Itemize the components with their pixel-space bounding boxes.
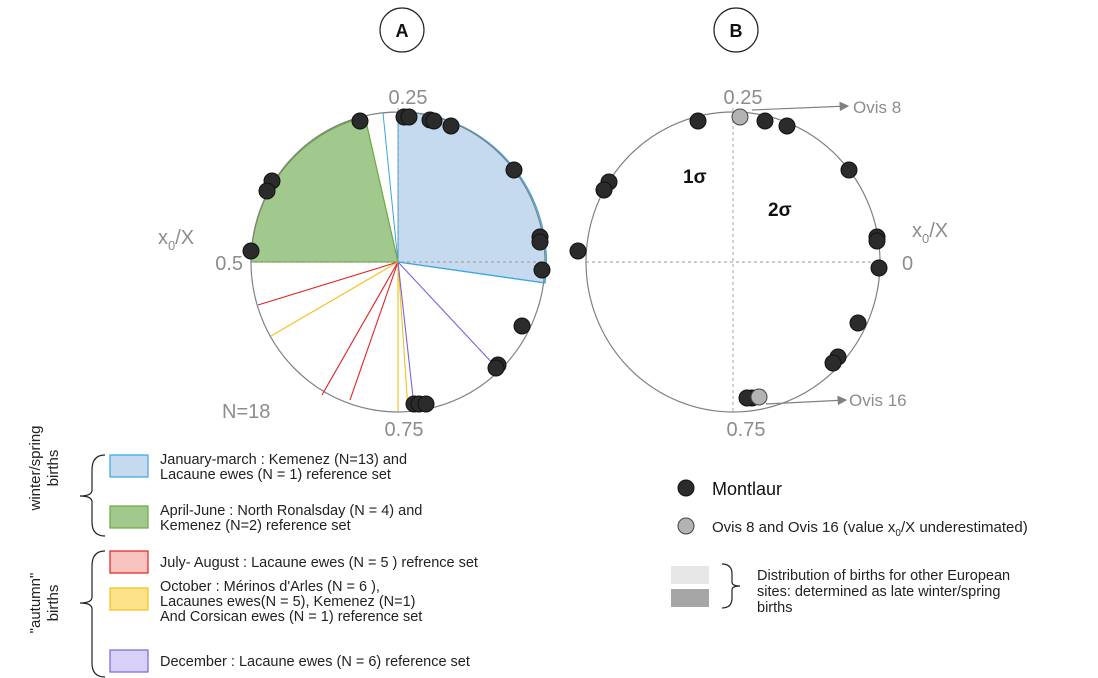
panel-a-axis-label: x0/X <box>158 227 194 253</box>
montlaur-point-a-9 <box>533 261 551 279</box>
legend-swatch-1 <box>109 505 149 529</box>
panel-b-label-0: 0 <box>902 253 913 275</box>
ovis-16-callout: Ovis 16 <box>849 391 907 410</box>
panel-b-label-circle <box>713 7 759 53</box>
montlaur-point-a-4 <box>425 112 443 130</box>
panel-a-points <box>242 108 551 413</box>
montlaur-point-a-5 <box>442 117 460 135</box>
ray-december-1 <box>397 261 496 367</box>
panel-a-label-circle <box>379 7 425 53</box>
sector-january-march <box>397 111 548 284</box>
montlaur-point-b-3 <box>840 161 858 179</box>
legend-text-1-0: April-June : North Ronalsday (N = 4) and <box>160 503 422 519</box>
legend-swatch-2 <box>109 550 149 574</box>
montlaur-point-a-8 <box>531 233 549 251</box>
ovis-marker <box>677 517 695 535</box>
sigma-1-label: 1σ <box>683 167 707 188</box>
ray-october-1 <box>270 261 399 337</box>
distribution-brace <box>721 563 741 609</box>
panel-a-label: A <box>396 21 409 41</box>
sigma-2-label: 2σ <box>768 200 792 221</box>
montlaur-point-b-7 <box>849 314 867 332</box>
panel-a-label-05: 0.5 <box>215 253 243 275</box>
legend-swatch-4 <box>109 649 149 673</box>
legend-text-3-2: And Corsican ewes (N = 1) reference set <box>160 609 422 625</box>
legend-swatch-3 <box>109 587 149 611</box>
panel-b: B 0.25 0 x0/X 0.75 1σ 2σ Ovis 8 Ovis 16 <box>569 7 948 441</box>
legend-left: winter/spring births "autumn" births Jan… <box>27 425 478 678</box>
ovis-point-b-1 <box>750 388 768 406</box>
montlaur-point-a-2 <box>400 108 418 126</box>
montlaur-point-a-0 <box>351 112 369 130</box>
legend-text-2-0: July- August : Lacaune ewes (N = 5 ) ref… <box>160 555 478 571</box>
legend-text-0-0: January-march : Kemenez (N=13) and <box>160 452 407 468</box>
panel-a: A 0.25 0.5 x0/X 0.75 N=18 <box>158 7 551 441</box>
ray-october-3 <box>397 261 409 411</box>
legend-text-3-1: Lacaunes ewes(N = 5), Kemenez (N=1) <box>160 594 416 610</box>
montlaur-point-a-12 <box>487 359 505 377</box>
montlaur-point-b-13 <box>595 181 613 199</box>
legend-text-3-0: October : Mérinos d'Arles (N = 6 ), <box>160 579 380 595</box>
distribution-line-2: sites: determined as late winter/spring <box>757 584 1000 600</box>
montlaur-point-b-14 <box>569 242 587 260</box>
montlaur-point-b-5 <box>868 232 886 250</box>
ovis-point-b-0 <box>731 108 749 126</box>
distribution-line-3: births <box>757 600 792 616</box>
ray-july-august-3 <box>349 261 399 401</box>
winter-spring-label-line1: winter/spring <box>27 425 44 511</box>
legend-swatch-0 <box>109 454 149 478</box>
montlaur-point-a-15 <box>417 395 435 413</box>
panel-b-label: B <box>730 21 743 41</box>
montlaur-point-b-2 <box>778 117 796 135</box>
legend-text-0-1: Lacaune ewes (N = 1) reference set <box>160 467 391 483</box>
legend-text-4-0: December : Lacaune ewes (N = 6) referenc… <box>160 654 470 670</box>
ovis-8-arrow <box>751 101 850 112</box>
montlaur-point-b-9 <box>824 354 842 372</box>
panel-a-label-025: 0.25 <box>389 87 428 109</box>
legend-right: Montlaur Ovis 8 and Ovis 16 (value x0/X … <box>671 479 1028 616</box>
montlaur-point-b-1 <box>756 112 774 130</box>
distribution-dark-swatch <box>671 589 709 607</box>
winter-spring-brace <box>79 454 106 537</box>
panel-a-n-label: N=18 <box>222 401 270 423</box>
montlaur-point-a-17 <box>258 182 276 200</box>
ray-july-august-2 <box>321 261 399 396</box>
panel-a-label-075: 0.75 <box>385 419 424 441</box>
ray-december-2 <box>397 261 415 407</box>
legend-items: January-march : Kemenez (N=13) andLacaun… <box>109 452 478 673</box>
montlaur-point-b-6 <box>870 259 888 277</box>
ray-january-boundary <box>397 261 546 284</box>
winter-spring-label-line2: births <box>45 450 62 487</box>
autumn-brace <box>79 550 106 678</box>
montlaur-point-a-10 <box>513 317 531 335</box>
ovis-legend-label: Ovis 8 and Ovis 16 (value x0/X underesti… <box>712 519 1028 539</box>
montlaur-label: Montlaur <box>712 479 782 499</box>
panel-b-axis-label: x0/X <box>912 220 948 246</box>
panel-b-label-075: 0.75 <box>727 419 766 441</box>
ovis-16-arrow <box>765 395 848 406</box>
montlaur-marker <box>677 479 695 497</box>
legend-text-1-1: Kemenez (N=2) reference set <box>160 518 351 534</box>
distribution-light-swatch <box>671 566 709 584</box>
ovis-8-callout: Ovis 8 <box>853 98 901 117</box>
panel-b-points <box>569 108 888 407</box>
distribution-line-1: Distribution of births for other Europea… <box>757 568 1010 584</box>
ray-july-august-1 <box>257 261 399 306</box>
montlaur-point-a-18 <box>242 242 260 260</box>
autumn-label-line2: births <box>45 585 62 622</box>
montlaur-point-a-6 <box>505 161 523 179</box>
montlaur-point-b-0 <box>689 112 707 130</box>
autumn-label-line1: "autumn" <box>27 573 44 634</box>
panel-b-label-025: 0.25 <box>724 87 763 109</box>
